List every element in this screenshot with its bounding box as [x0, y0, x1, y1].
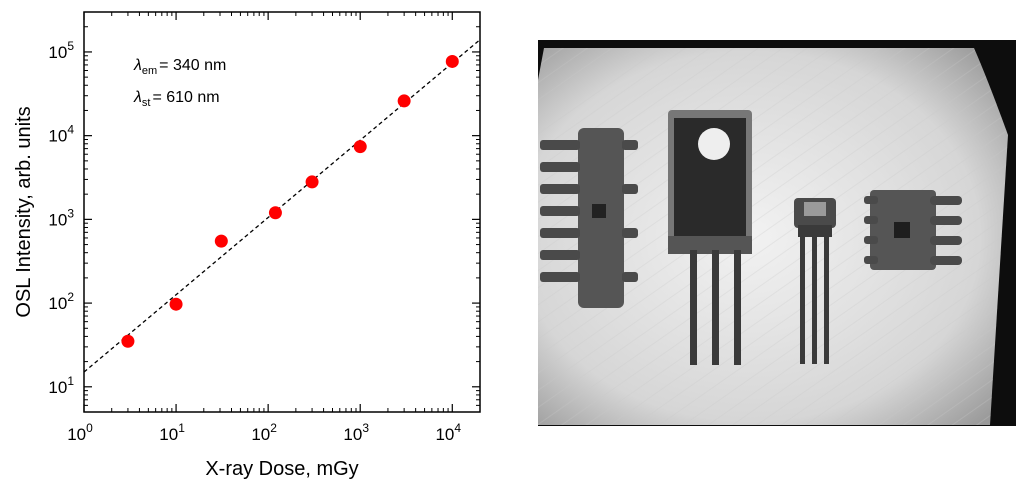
x-axis-title: X-ray Dose, mGy: [205, 458, 358, 480]
ic-chip-left-icon: [540, 128, 638, 308]
data-point: [214, 234, 228, 248]
annotation-st: λst = 610 nm: [133, 89, 220, 109]
y-tick-label: 102: [48, 290, 74, 313]
y-axis-title: OSL Intensity, arb. units: [13, 106, 35, 317]
data-points: [121, 54, 459, 348]
xray-plate-texture: [538, 48, 1008, 425]
x-tick-label: 102: [251, 421, 277, 444]
data-point: [268, 206, 282, 220]
data-point: [305, 175, 319, 189]
axis-ticks: 100 101 102 103 104 101 102 103 104 105: [48, 12, 480, 444]
y-tick-label: 104: [48, 123, 74, 146]
fit-line: [83, 39, 481, 373]
data-point: [397, 94, 411, 108]
osl-dose-chart: 100 101 102 103 104 101 102 103 104 105 λem = 340 …: [13, 11, 481, 480]
plot-frame: [83, 11, 481, 413]
data-point: [169, 297, 183, 311]
x-tick-label: 104: [435, 421, 461, 444]
data-point: [353, 140, 367, 154]
xray-image-panel: [538, 40, 1016, 426]
y-tick-label: 101: [48, 374, 74, 397]
y-tick-label: 103: [48, 206, 74, 229]
x-tick-label: 101: [159, 421, 185, 444]
annotation-em: λem = 340 nm: [133, 57, 226, 77]
x-tick-label: 100: [67, 421, 93, 444]
data-point: [121, 334, 135, 348]
x-tick-label: 103: [343, 421, 369, 444]
small-transistor-icon: [794, 198, 836, 364]
power-transistor-icon: [668, 110, 752, 365]
ic-chip-right-icon: [864, 190, 962, 270]
y-tick-label: 105: [48, 39, 74, 62]
data-point: [445, 54, 459, 68]
